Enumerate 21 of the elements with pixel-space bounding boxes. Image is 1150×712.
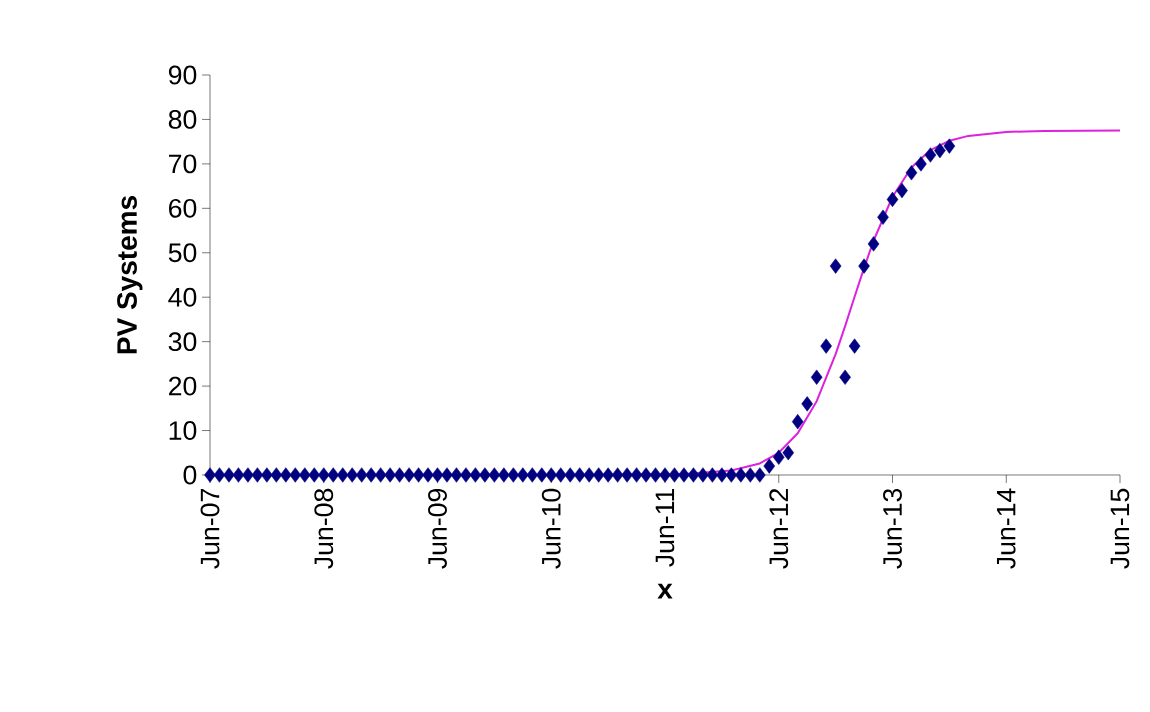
x-tick-label: Jun-12 xyxy=(769,489,789,569)
x-tick-label: Jun-08 xyxy=(314,488,334,569)
y-tick-label: 0 xyxy=(183,465,197,485)
y-tick-label: 20 xyxy=(169,376,197,396)
y-tick-label: 40 xyxy=(168,287,197,307)
x-tick-label: Jun-13 xyxy=(883,488,902,569)
x-tick-label: Jun-15 xyxy=(1110,488,1130,569)
y-tick-label: 50 xyxy=(168,243,197,263)
y-tick-label: 30 xyxy=(168,332,197,352)
x-tick-label: Jun-07 xyxy=(200,489,220,569)
x-tick-label: Jun-09 xyxy=(428,488,447,569)
y-tick-label: 10 xyxy=(169,421,197,440)
y-tick-label: 90 xyxy=(168,65,197,85)
y-tick-label: 70 xyxy=(169,154,197,174)
x-axis-title: x xyxy=(657,583,673,599)
y-tick-label: 80 xyxy=(168,110,197,129)
x-tick-label: Jun-11 xyxy=(655,489,675,567)
x-tick-label: Jun-10 xyxy=(541,488,561,569)
y-axis-title: PV Systems xyxy=(117,196,143,354)
x-tick-label: Jun-14 xyxy=(996,488,1016,569)
y-tick-label: 60 xyxy=(169,198,197,218)
